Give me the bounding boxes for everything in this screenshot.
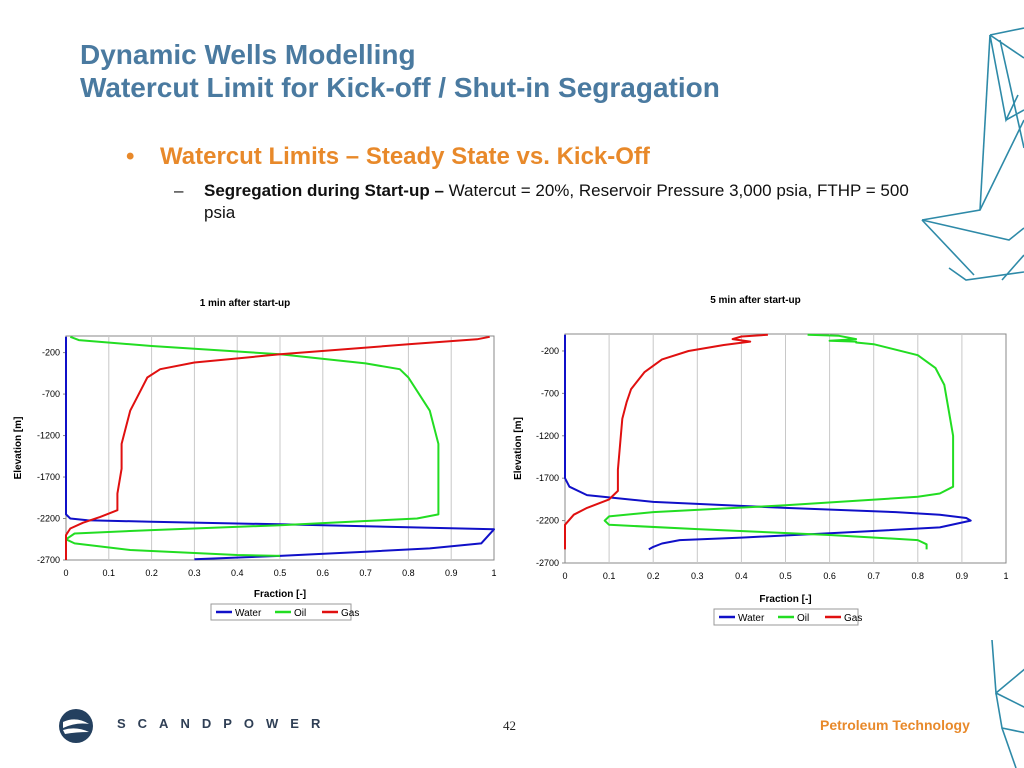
legend-label-gas: Gas [341,608,359,619]
bullet-item: • Watercut Limits – Steady State vs. Kick… [126,143,650,171]
x-tick-label: 0.3 [188,568,201,578]
x-tick-label: 0.8 [912,571,925,581]
series-line-gas [564,333,768,550]
y-tick-label: -200 [42,348,60,358]
sub-bullet-marker: – [174,181,184,200]
chart-5min-svg: 0 0.1 0.2 0.3 0.4 0.5 0.6 0.7 0.8 0.9 1 -200 -700 -12… [513,295,1009,626]
y-tick-label: -1200 [37,431,60,441]
chart-title: 1 min after start-up [200,298,291,309]
decorative-lines-top [921,27,1024,281]
x-axis-label: Fraction [-] [759,594,811,605]
y-tick-label: -1700 [37,472,60,482]
x-tick-label: 1 [1003,571,1008,581]
x-tick-label: 0.5 [274,568,287,578]
scandpower-logo-icon [59,709,93,743]
y-tick-label: -2700 [37,555,60,565]
decorative-lines-bottom [991,639,1024,768]
sub-bullet-item: – Segregation during Start-up – Watercut… [174,180,934,224]
x-tick-label: 0.4 [735,571,748,581]
x-tick-label: 0.4 [231,568,244,578]
y-tick-label: -2200 [536,516,559,526]
bullet-text: Watercut Limits – Steady State vs. Kick-… [160,143,650,170]
y-tick-label: -200 [541,346,559,356]
x-tick-label: 0.5 [779,571,792,581]
x-tick-label: 1 [491,568,496,578]
x-tick-label: 0.3 [691,571,704,581]
sub-bullet-bold: Segregation during Start-up – [204,181,444,200]
y-tick-label: -1700 [536,473,559,483]
chart-1min: 0 0.1 0.2 0.3 0.4 0.5 0.6 0.7 0.8 0.9 1 -200 -700 -12… [8,288,500,638]
x-tick-label: 0.6 [317,568,330,578]
legend-label-gas: Gas [844,613,862,624]
y-axis-label: Elevation [m] [513,417,524,480]
x-tick-label: 0.1 [103,568,116,578]
x-tick-label: 0.9 [956,571,969,581]
x-tick-label: 0.2 [145,568,158,578]
legend-label-oil: Oil [797,613,809,624]
y-axis-label: Elevation [m] [13,417,24,480]
sub-bullet-text: Segregation during Start-up – Watercut =… [204,180,934,224]
x-tick-label: 0.7 [867,571,880,581]
y-tick-label: -700 [42,389,60,399]
x-axis-label: Fraction [-] [254,589,306,600]
y-tick-label: -700 [541,388,559,398]
x-tick-label: 0.9 [445,568,458,578]
x-tick-label: 0.1 [603,571,616,581]
x-tick-label: 0 [63,568,68,578]
series-line-oil [603,333,955,550]
page-number: 42 [503,718,516,733]
title-line-2: Watercut Limit for Kick-off / Shut-in Se… [80,72,720,103]
x-tick-label: 0.8 [402,568,415,578]
series-line-water [65,336,495,561]
title-line-1: Dynamic Wells Modelling [80,39,416,70]
series-line-oil [65,335,440,557]
division-name: Petroleum Technology [820,717,970,733]
chart-title: 5 min after start-up [710,295,801,306]
y-tick-label: -1200 [536,431,559,441]
brand-name: SCANDPOWER [117,716,333,731]
chart-1min-svg: 0 0.1 0.2 0.3 0.4 0.5 0.6 0.7 0.8 0.9 1 -200 -700 -12… [13,298,497,621]
sub-bullet-detail: Watercut = 20%, Reservoir Pressure 3,000… [204,181,909,222]
legend-label-water: Water [235,608,262,619]
x-tick-label: 0.7 [359,568,372,578]
x-tick-label: 0.6 [823,571,836,581]
legend-label-water: Water [738,613,765,624]
y-tick-label: -2200 [37,514,60,524]
y-tick-label: -2700 [536,558,559,568]
x-tick-label: 0.2 [647,571,660,581]
slide-title: Dynamic Wells Modelling Watercut Limit f… [80,38,720,104]
x-tick-label: 0 [562,571,567,581]
series-line-gas [65,335,490,560]
series-line-water [564,334,972,551]
legend-label-oil: Oil [294,608,306,619]
chart-5min: 0 0.1 0.2 0.3 0.4 0.5 0.6 0.7 0.8 0.9 1 -200 -700 -12… [508,286,1012,642]
bullet-marker: • [126,143,135,170]
